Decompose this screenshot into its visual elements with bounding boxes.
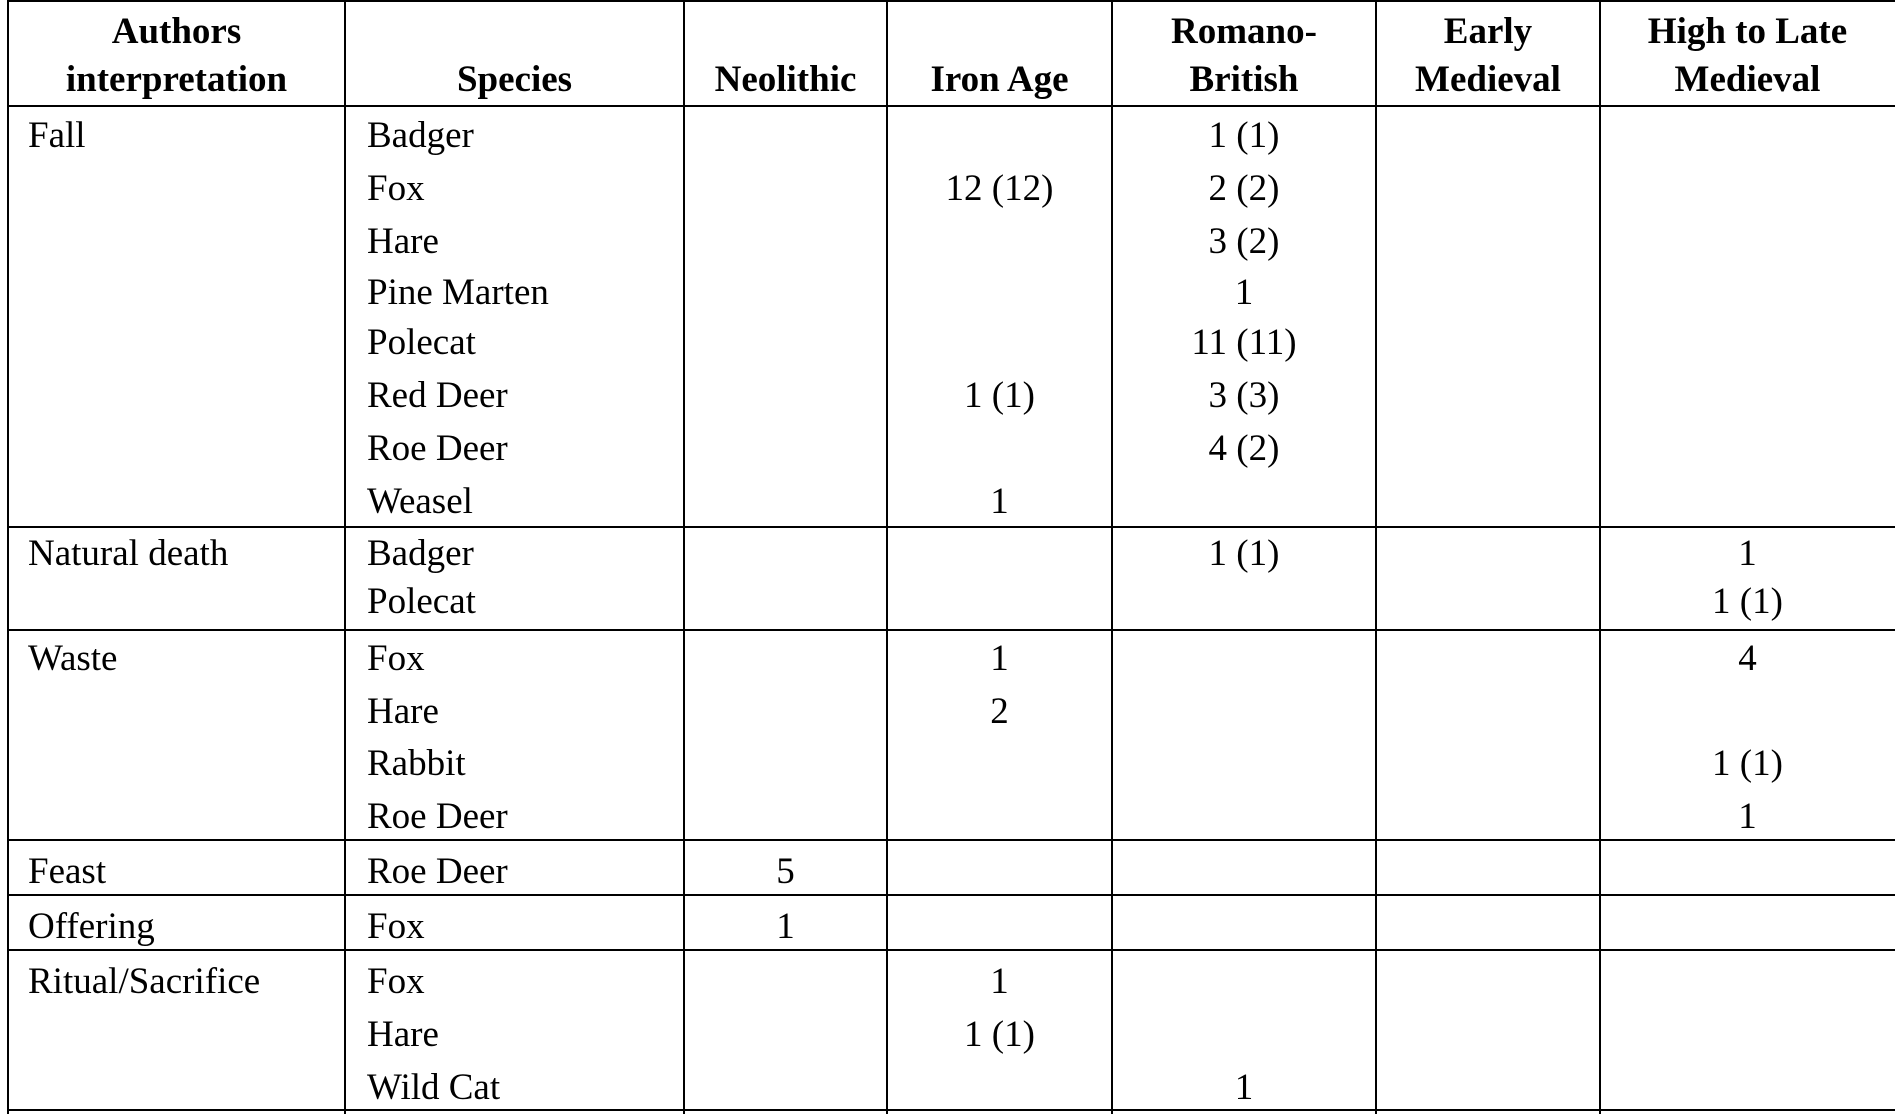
column-header-neolithic: Neolithic xyxy=(714,59,857,100)
column-divider xyxy=(683,0,685,1114)
species-label: Hare xyxy=(367,1014,439,1055)
column-header-early-medieval: Medieval xyxy=(1415,59,1561,100)
row-divider xyxy=(8,894,1895,896)
count-value: 1 (1) xyxy=(1208,533,1280,574)
count-value: 1 (1) xyxy=(1712,743,1783,784)
column-divider xyxy=(886,0,888,1114)
count-value: 1 xyxy=(776,906,795,947)
column-header-high-late-medieval: Medieval xyxy=(1674,59,1821,100)
count-value: 11 (11) xyxy=(1191,322,1297,363)
species-label: Fox xyxy=(367,906,425,947)
count-value: 1 (1) xyxy=(1208,115,1280,156)
row-divider xyxy=(8,839,1895,841)
column-header-romano-british: Romano- xyxy=(1171,11,1317,52)
count-value: 4 (2) xyxy=(1208,428,1280,469)
interpretation-label: Natural death xyxy=(28,533,229,574)
count-value: 1 xyxy=(1738,796,1757,837)
column-header-romano-british: British xyxy=(1189,59,1299,100)
row-divider xyxy=(8,949,1895,951)
count-value: 1 xyxy=(990,638,1009,679)
column-divider xyxy=(344,0,346,1114)
species-label: Weasel xyxy=(367,481,473,522)
row-divider xyxy=(8,105,1895,107)
count-value: 5 xyxy=(776,851,795,892)
species-label: Fox xyxy=(367,638,425,679)
row-divider xyxy=(8,629,1895,631)
count-value: 4 xyxy=(1738,638,1757,679)
row-divider xyxy=(8,1109,1895,1111)
species-label: Roe Deer xyxy=(367,851,508,892)
count-value: 1 (1) xyxy=(964,1014,1035,1055)
count-value: 1 xyxy=(990,961,1009,1002)
interpretation-label: Offering xyxy=(28,906,155,947)
column-divider xyxy=(7,0,9,1114)
interpretation-label: Waste xyxy=(28,638,118,679)
count-value: 1 xyxy=(1738,533,1757,574)
count-value: 1 (1) xyxy=(1712,581,1783,622)
column-divider xyxy=(1375,0,1377,1114)
species-label: Hare xyxy=(367,691,439,732)
count-value: 1 xyxy=(1234,272,1254,313)
species-label: Roe Deer xyxy=(367,796,508,837)
count-value: 2 (2) xyxy=(1208,168,1280,209)
species-label: Hare xyxy=(367,221,439,262)
count-value: 1 (1) xyxy=(964,375,1035,416)
species-label: Red Deer xyxy=(367,375,508,416)
row-divider xyxy=(8,0,1895,2)
count-value: 1 xyxy=(990,481,1009,522)
column-divider xyxy=(1599,0,1601,1114)
species-label: Badger xyxy=(367,533,474,574)
column-divider xyxy=(1111,0,1113,1114)
count-value: 3 (2) xyxy=(1208,221,1280,262)
interpretation-label: Feast xyxy=(28,851,107,892)
species-label: Badger xyxy=(367,115,474,156)
row-divider xyxy=(8,526,1895,528)
count-value: 12 (12) xyxy=(945,168,1054,209)
count-value: 3 (3) xyxy=(1208,375,1280,416)
species-label: Fox xyxy=(367,168,425,209)
species-label: Polecat xyxy=(367,322,476,363)
column-header-high-late-medieval: High to Late xyxy=(1647,11,1848,52)
interpretation-label: Fall xyxy=(28,115,86,156)
species-label: Rabbit xyxy=(367,743,466,784)
count-value: 2 xyxy=(990,691,1009,732)
species-label: Polecat xyxy=(367,581,476,622)
column-header-interpretation: Authors xyxy=(111,11,242,52)
species-label: Wild Cat xyxy=(367,1067,501,1108)
column-header-iron-age: Iron Age xyxy=(930,59,1069,100)
species-label: Roe Deer xyxy=(367,428,508,469)
interpretation-label: Ritual/Sacrifice xyxy=(28,961,261,1002)
column-header-interpretation: interpretation xyxy=(65,59,288,100)
species-label: Pine Marten xyxy=(367,272,549,313)
column-header-species: Species xyxy=(456,59,573,100)
count-value: 1 xyxy=(1234,1067,1254,1108)
species-label: Fox xyxy=(367,961,425,1002)
column-header-early-medieval: Early xyxy=(1443,11,1533,52)
